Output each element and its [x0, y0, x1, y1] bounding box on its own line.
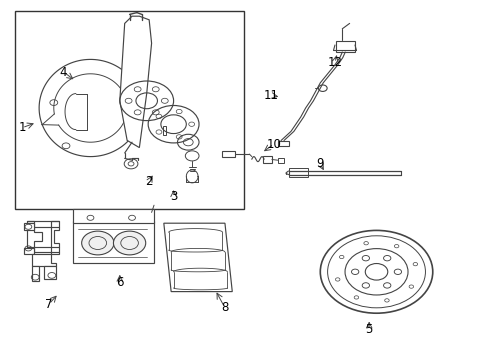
- Polygon shape: [44, 266, 56, 279]
- Text: 3: 3: [169, 190, 177, 203]
- Polygon shape: [32, 266, 39, 281]
- Text: 2: 2: [145, 175, 153, 188]
- Polygon shape: [51, 221, 59, 254]
- Polygon shape: [27, 221, 41, 252]
- Text: 5: 5: [365, 323, 372, 336]
- Polygon shape: [24, 248, 34, 254]
- Text: 11: 11: [264, 89, 278, 102]
- Text: 7: 7: [45, 298, 53, 311]
- Polygon shape: [24, 223, 34, 230]
- Text: 10: 10: [266, 138, 281, 150]
- Bar: [336, 41, 354, 52]
- Polygon shape: [163, 223, 232, 292]
- Bar: [277, 158, 283, 163]
- Bar: [15, 11, 244, 209]
- Bar: [263, 156, 271, 163]
- Bar: [73, 209, 154, 223]
- Text: 12: 12: [327, 57, 342, 69]
- Bar: [163, 126, 166, 135]
- Text: 1: 1: [18, 121, 26, 134]
- Circle shape: [81, 231, 114, 255]
- Bar: [222, 151, 234, 157]
- Bar: [288, 168, 307, 177]
- Bar: [277, 141, 288, 146]
- Polygon shape: [32, 254, 56, 266]
- Text: 9: 9: [316, 157, 324, 170]
- Text: 8: 8: [221, 301, 228, 314]
- Text: 6: 6: [116, 276, 123, 289]
- Circle shape: [113, 231, 145, 255]
- Text: 4: 4: [60, 66, 67, 78]
- Polygon shape: [120, 16, 151, 148]
- Bar: [73, 221, 154, 263]
